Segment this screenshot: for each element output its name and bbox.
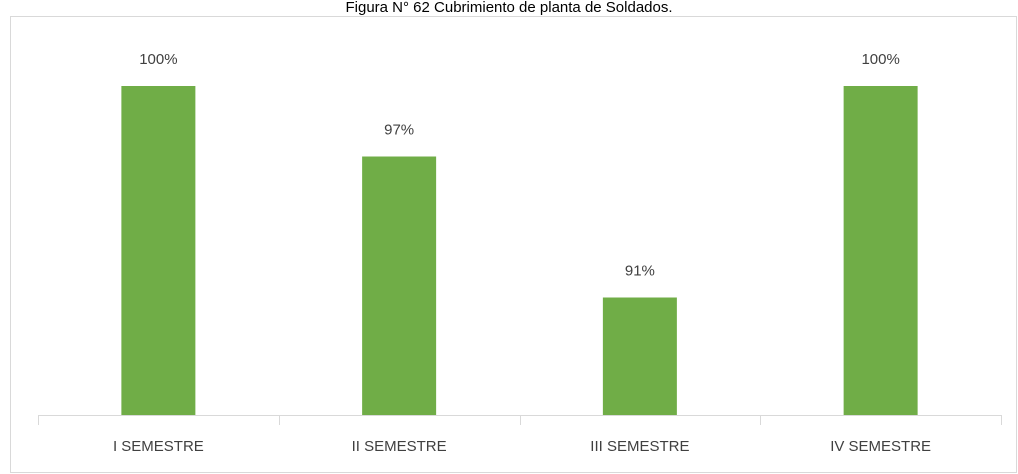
- chart-title: Figura N° 62 Cubrimiento de planta de So…: [345, 0, 672, 16]
- x-tick-label: II SEMESTRE: [352, 438, 447, 455]
- data-label: 91%: [625, 262, 655, 279]
- x-tick-label: III SEMESTRE: [590, 438, 689, 455]
- data-label: 100%: [139, 51, 177, 68]
- bar: [121, 86, 196, 415]
- data-label: 97%: [384, 121, 414, 138]
- x-tick-label: I SEMESTRE: [113, 438, 204, 455]
- x-tick-label: IV SEMESTRE: [830, 438, 931, 455]
- bar: [362, 156, 437, 415]
- bar: [843, 86, 918, 415]
- data-label: 100%: [861, 51, 899, 68]
- title-background: [250, 0, 770, 12]
- bar: [602, 297, 677, 415]
